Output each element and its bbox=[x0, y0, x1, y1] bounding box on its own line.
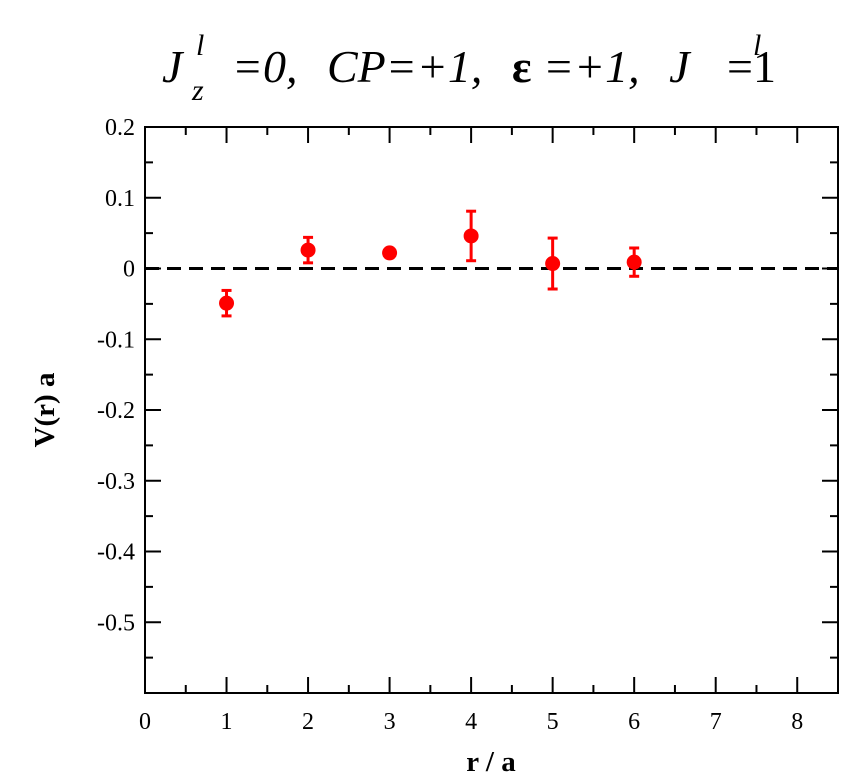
x-tick-label: 7 bbox=[710, 709, 722, 735]
x-tick-label: 3 bbox=[384, 709, 396, 735]
x-tick-label: 0 bbox=[139, 709, 151, 735]
title-sup-1: l bbox=[196, 29, 204, 62]
title-sub-1: z bbox=[191, 74, 204, 107]
data-point bbox=[300, 242, 316, 258]
data-point bbox=[382, 245, 398, 261]
data-point bbox=[545, 256, 561, 272]
y-tick-label: 0 bbox=[123, 257, 135, 283]
x-tick-label: 2 bbox=[302, 709, 314, 735]
data-point bbox=[219, 295, 235, 311]
title-sup-2: l bbox=[753, 29, 761, 62]
y-tick-label: -0.3 bbox=[97, 469, 135, 495]
y-tick-label: -0.1 bbox=[97, 327, 135, 353]
y-tick-label: -0.4 bbox=[97, 540, 135, 566]
x-tick-label: 8 bbox=[791, 709, 803, 735]
y-tick-label: -0.5 bbox=[97, 610, 135, 636]
plot-frame bbox=[144, 126, 839, 694]
x-tick-label: 5 bbox=[547, 709, 559, 735]
x-tick-label: 1 bbox=[221, 709, 233, 735]
tick-labels: 0 1 2 3 4 5 6 7 8 0.2 0.1 0 -0.1 -0.2 -0.3 -0.4 -0.5 bbox=[97, 115, 803, 735]
chart-title: J =0, CP=+1, ε =+1, J =1 bbox=[162, 41, 776, 92]
x-tick-label: 6 bbox=[628, 709, 640, 735]
data-point bbox=[626, 254, 642, 270]
data-points bbox=[219, 209, 642, 318]
ticks bbox=[144, 126, 838, 693]
x-axis-label: r / a bbox=[466, 746, 516, 778]
x-tick-label: 4 bbox=[465, 709, 477, 735]
y-tick-label: 0.2 bbox=[105, 115, 135, 141]
data-point bbox=[463, 228, 479, 244]
y-tick-label: 0.1 bbox=[105, 186, 135, 212]
y-axis-label: V(r) a bbox=[29, 372, 61, 447]
y-tick-label: -0.2 bbox=[97, 398, 135, 424]
